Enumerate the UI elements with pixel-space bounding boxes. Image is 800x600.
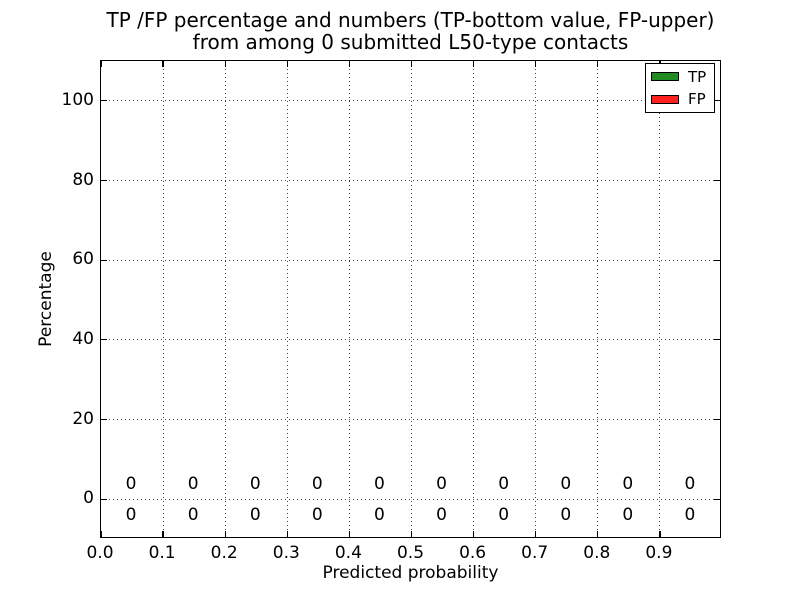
x-gridline: [473, 61, 475, 537]
y-tick-mark-left: [101, 498, 107, 500]
chart-title-line2: from among 0 submitted L50-type contacts: [192, 30, 629, 54]
y-tick-mark-right: [714, 339, 720, 341]
annotation-fp-count: 0: [374, 474, 385, 494]
y-tick-label: 40: [72, 328, 94, 349]
x-tick-mark-bottom: [100, 531, 102, 537]
legend: TP FP: [645, 63, 715, 113]
x-tick-mark-bottom: [472, 531, 475, 537]
annotation-tp-count: 0: [374, 505, 385, 525]
legend-label-tp: TP: [688, 67, 707, 86]
annotation-tp-count: 0: [436, 505, 447, 525]
annotation-fp-count: 0: [436, 474, 447, 494]
x-tick-label: 0.4: [334, 543, 362, 563]
x-tick-mark-bottom: [348, 531, 351, 537]
legend-entry-fp: FP: [646, 89, 714, 109]
annotation-fp-count: 0: [498, 474, 510, 494]
y-gridline: [101, 100, 720, 102]
y-gridline: [101, 259, 720, 261]
x-gridline: [162, 61, 164, 537]
x-tick-label: 0.6: [459, 543, 487, 563]
legend-label-fp: FP: [688, 90, 706, 109]
y-tick-mark-right: [714, 259, 720, 261]
y-tick-mark-right: [714, 418, 720, 421]
x-tick-mark-top: [472, 61, 475, 67]
y-tick-mark-right: [714, 100, 720, 102]
tp-color-swatch: [651, 72, 679, 82]
x-tick-mark-top: [286, 61, 288, 67]
annotation-tp-count: 0: [684, 505, 696, 525]
x-gridline: [597, 61, 599, 537]
y-tick-mark-left: [101, 100, 107, 102]
x-gridline: [659, 61, 661, 537]
annotation-fp-count: 0: [311, 474, 323, 494]
chart-title-line1: TP /FP percentage and numbers (TP-bottom…: [106, 8, 715, 32]
annotation-fp-count: 0: [249, 474, 261, 494]
x-tick-mark-top: [410, 61, 413, 67]
x-tick-label: 0.9: [645, 543, 673, 563]
x-gridline: [348, 61, 350, 537]
y-gridline: [101, 498, 720, 500]
y-tick-mark-right: [714, 498, 720, 500]
annotation-tp-count: 0: [622, 505, 634, 525]
y-tick-label: 100: [61, 89, 94, 110]
annotation-tp-count: 0: [249, 505, 261, 525]
x-gridline: [286, 61, 288, 537]
chart-title: TP /FP percentage and numbers (TP-bottom…: [100, 9, 721, 53]
x-tick-mark-top: [597, 61, 599, 67]
x-tick-mark-top: [100, 61, 102, 67]
x-tick-label: 0.2: [210, 543, 238, 563]
annotation-fp-count: 0: [560, 474, 572, 494]
y-tick-mark-right: [714, 179, 720, 182]
legend-entry-tp: TP: [646, 67, 714, 87]
x-tick-mark-bottom: [410, 531, 413, 537]
plot-area: TP FP: [100, 60, 721, 538]
y-tick-label: 60: [72, 249, 94, 270]
y-gridline: [101, 419, 720, 420]
y-tick-mark-left: [101, 339, 107, 341]
x-tick-mark-bottom: [659, 531, 661, 537]
x-tick-mark-top: [162, 61, 164, 67]
x-gridline: [535, 61, 537, 537]
x-tick-label: 0.5: [396, 543, 425, 563]
x-tick-mark-bottom: [162, 531, 164, 537]
x-gridline: [224, 61, 226, 537]
x-tick-label: 0.7: [521, 543, 549, 563]
x-tick-mark-bottom: [535, 531, 537, 537]
y-tick-mark-left: [101, 418, 107, 421]
annotation-fp-count: 0: [125, 474, 137, 494]
y-tick-label: 80: [72, 169, 94, 190]
x-tick-label: 0.1: [148, 543, 176, 563]
annotation-tp-count: 0: [498, 505, 510, 525]
x-tick-mark-bottom: [286, 531, 288, 537]
x-axis-label: Predicted probability: [322, 563, 499, 583]
y-gridline: [101, 180, 720, 181]
x-tick-mark-top: [224, 61, 226, 67]
fp-color-swatch: [651, 94, 679, 104]
annotation-fp-count: 0: [684, 474, 696, 494]
annotation-fp-count: 0: [187, 474, 199, 494]
x-tick-mark-top: [348, 61, 351, 67]
annotation-fp-count: 0: [622, 474, 634, 494]
y-tick-mark-left: [101, 179, 107, 182]
x-tick-label: 0.8: [583, 543, 611, 563]
y-tick-label: 0: [83, 488, 94, 509]
x-tick-mark-bottom: [597, 531, 599, 537]
annotation-tp-count: 0: [125, 505, 137, 525]
annotation-tp-count: 0: [311, 505, 323, 525]
x-gridline: [411, 61, 412, 537]
y-gridline: [101, 339, 720, 341]
x-tick-label: 0.3: [272, 543, 300, 563]
annotation-tp-count: 0: [560, 505, 572, 525]
annotation-tp-count: 0: [187, 505, 199, 525]
x-tick-mark-top: [535, 61, 537, 67]
y-tick-label: 20: [72, 408, 94, 429]
x-tick-mark-bottom: [224, 531, 226, 537]
x-tick-label: 0.0: [86, 543, 114, 563]
y-tick-mark-left: [101, 259, 107, 261]
